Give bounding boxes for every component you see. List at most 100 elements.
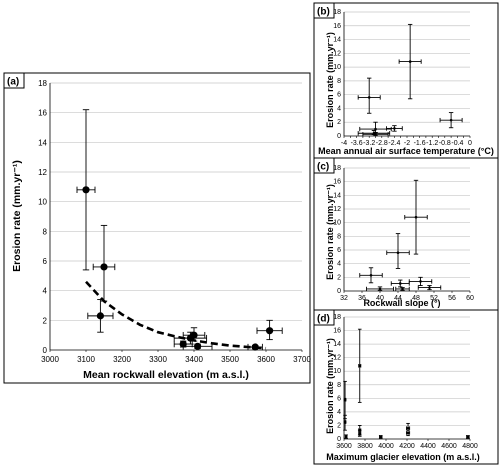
y-tick-label-d: 14	[333, 341, 341, 348]
y-tick-label-a: 14	[38, 138, 47, 147]
x-tick-label-b: -1.6	[414, 140, 426, 147]
x-tick-label-c: 44	[394, 295, 402, 302]
y-tick-label-d: 4	[337, 409, 341, 416]
data-point-a	[100, 263, 108, 271]
x-tick-label-d: 4400	[420, 443, 436, 450]
data-point-b	[449, 118, 453, 122]
x-tick-label-b: -3.2	[363, 140, 375, 147]
y-tick-label-b: 6	[337, 92, 341, 99]
x-tick-label-a: 3500	[221, 355, 239, 364]
x-tick-label-b: -2	[404, 140, 410, 147]
x-tick-label-b: -2.8	[376, 140, 388, 147]
panel-a-label-box	[3, 72, 25, 89]
y-tick-label-b: 12	[333, 50, 341, 57]
panel-a: (a) 0 2 4 6 8 10 12 14 16 18 3000 3100 3200 3300 3400 3…	[3, 72, 311, 384]
y-tick-label-b: 14	[333, 37, 341, 44]
data-point-c	[414, 215, 418, 219]
data-point-a	[82, 186, 90, 194]
panel-a-plot: 0 2 4 6 8 10 12 14 16 18 3000 3100 3200 3300 3400 3500 3…	[38, 79, 311, 364]
x-tick-label-d: 3600	[336, 443, 352, 450]
panel-a-xlabel: Mean rockwall elevation (m a.s.l.)	[83, 369, 249, 381]
panel-b-label-box	[313, 2, 335, 19]
x-tick-label-b: -2.4	[388, 140, 400, 147]
panel-c-label: (c)	[317, 162, 329, 173]
data-point-c	[401, 287, 404, 291]
panel-d-frame	[313, 309, 499, 465]
y-tick-label-b: 4	[337, 105, 341, 112]
data-point-d	[466, 435, 470, 439]
y-tick-label-b: 0	[337, 133, 341, 140]
y-tick-label-b: 2	[337, 119, 341, 126]
data-point-d	[379, 435, 383, 439]
y-tick-label-d: 8	[337, 382, 341, 389]
data-point-d	[406, 426, 410, 430]
data-point-b	[374, 132, 377, 136]
panel-b-ylabel: Erosion rate (mm.yr⁻¹)	[325, 32, 335, 128]
panel-b-label: (b)	[317, 7, 330, 18]
x-tick-label-d: 4600	[441, 443, 457, 450]
panel-b-frame	[313, 2, 499, 159]
panel-c-plot: 0 2 4 6 8 10 12 14 16 18 32 36 40 44 48 52 56 60	[333, 165, 474, 302]
y-tick-label-b: 10	[333, 64, 341, 71]
data-point-d	[358, 432, 362, 435]
data-point-b	[408, 60, 412, 63]
y-tick-label-d: 12	[333, 355, 341, 362]
x-tick-label-d: 4200	[399, 443, 415, 450]
x-tick-label-a: 3400	[185, 355, 203, 364]
panel-a-ylabel: Erosion rate (mm.yr⁻¹)	[11, 160, 23, 272]
panel-c-xlabel: Rockwall slope (°)	[363, 298, 440, 308]
y-tick-label-d: 18	[333, 314, 341, 321]
data-point-c	[428, 286, 431, 289]
x-tick-label-a: 3200	[113, 355, 131, 364]
x-tick-label-b: -0.8	[439, 140, 451, 147]
y-tick-label-a: 16	[38, 109, 47, 118]
x-tick-label-c: 48	[412, 295, 420, 302]
x-tick-label-c: 56	[448, 295, 456, 302]
x-tick-label-b: -0.4	[451, 140, 463, 147]
data-point-a	[186, 334, 194, 342]
y-tick-label-a: 12	[38, 168, 47, 177]
x-tick-label-b: -3.6	[351, 140, 363, 147]
y-tick-label-c: 4	[337, 261, 341, 268]
x-tick-label-c: 60	[466, 295, 474, 302]
panel-c-label-box	[313, 157, 335, 174]
y-tick-label-c: 18	[333, 165, 341, 172]
data-point-d	[406, 431, 410, 435]
y-tick-label-d: 0	[337, 436, 341, 443]
x-tick-label-c: 36	[358, 295, 366, 302]
y-tick-label-c: 12	[333, 206, 341, 213]
panel-a-label: (a)	[7, 77, 19, 88]
y-tick-label-c: 6	[337, 247, 341, 254]
y-tick-label-a: 4	[43, 287, 48, 296]
y-tick-label-c: 10	[333, 220, 341, 227]
panel-d: (d) 0 2 4 6 8 10 12 14 16 18 3600 3800 4000 4200 4400 4…	[313, 309, 499, 465]
x-tick-label-c: 52	[430, 295, 438, 302]
y-tick-label-b: 16	[333, 23, 341, 30]
x-tick-label-a: 3300	[149, 355, 167, 364]
x-tick-label-a: 3600	[257, 355, 275, 364]
panel-d-label-box	[313, 309, 335, 326]
data-point-d	[344, 435, 348, 439]
panel-d-ylabel: Erosion rate (mm.yr⁻¹)	[325, 338, 335, 434]
y-tick-label-c: 14	[333, 192, 341, 199]
data-point-c	[369, 273, 373, 277]
y-tick-label-a: 0	[43, 346, 48, 355]
x-tick-label-d: 4800	[462, 443, 478, 450]
trend-line	[85, 280, 267, 350]
x-tick-label-c: 32	[340, 295, 348, 302]
data-point-b	[393, 127, 396, 130]
data-point-d	[343, 398, 347, 401]
data-point-d	[358, 364, 362, 368]
y-tick-label-a: 6	[43, 257, 48, 266]
panel-c: (c) 0 2 4 6 8 10 12 14 16 18 32 36 40 44 48 52 56 60 Rock…	[313, 157, 499, 311]
x-tick-label-d: 3800	[357, 443, 373, 450]
data-point-d	[343, 420, 347, 424]
y-tick-label-a: 10	[38, 198, 47, 207]
data-point-a	[96, 312, 104, 320]
y-tick-label-a: 2	[43, 316, 48, 325]
y-tick-label-b: 8	[337, 78, 341, 85]
x-tick-label-a: 3700	[293, 355, 311, 364]
data-point-c	[419, 280, 422, 283]
